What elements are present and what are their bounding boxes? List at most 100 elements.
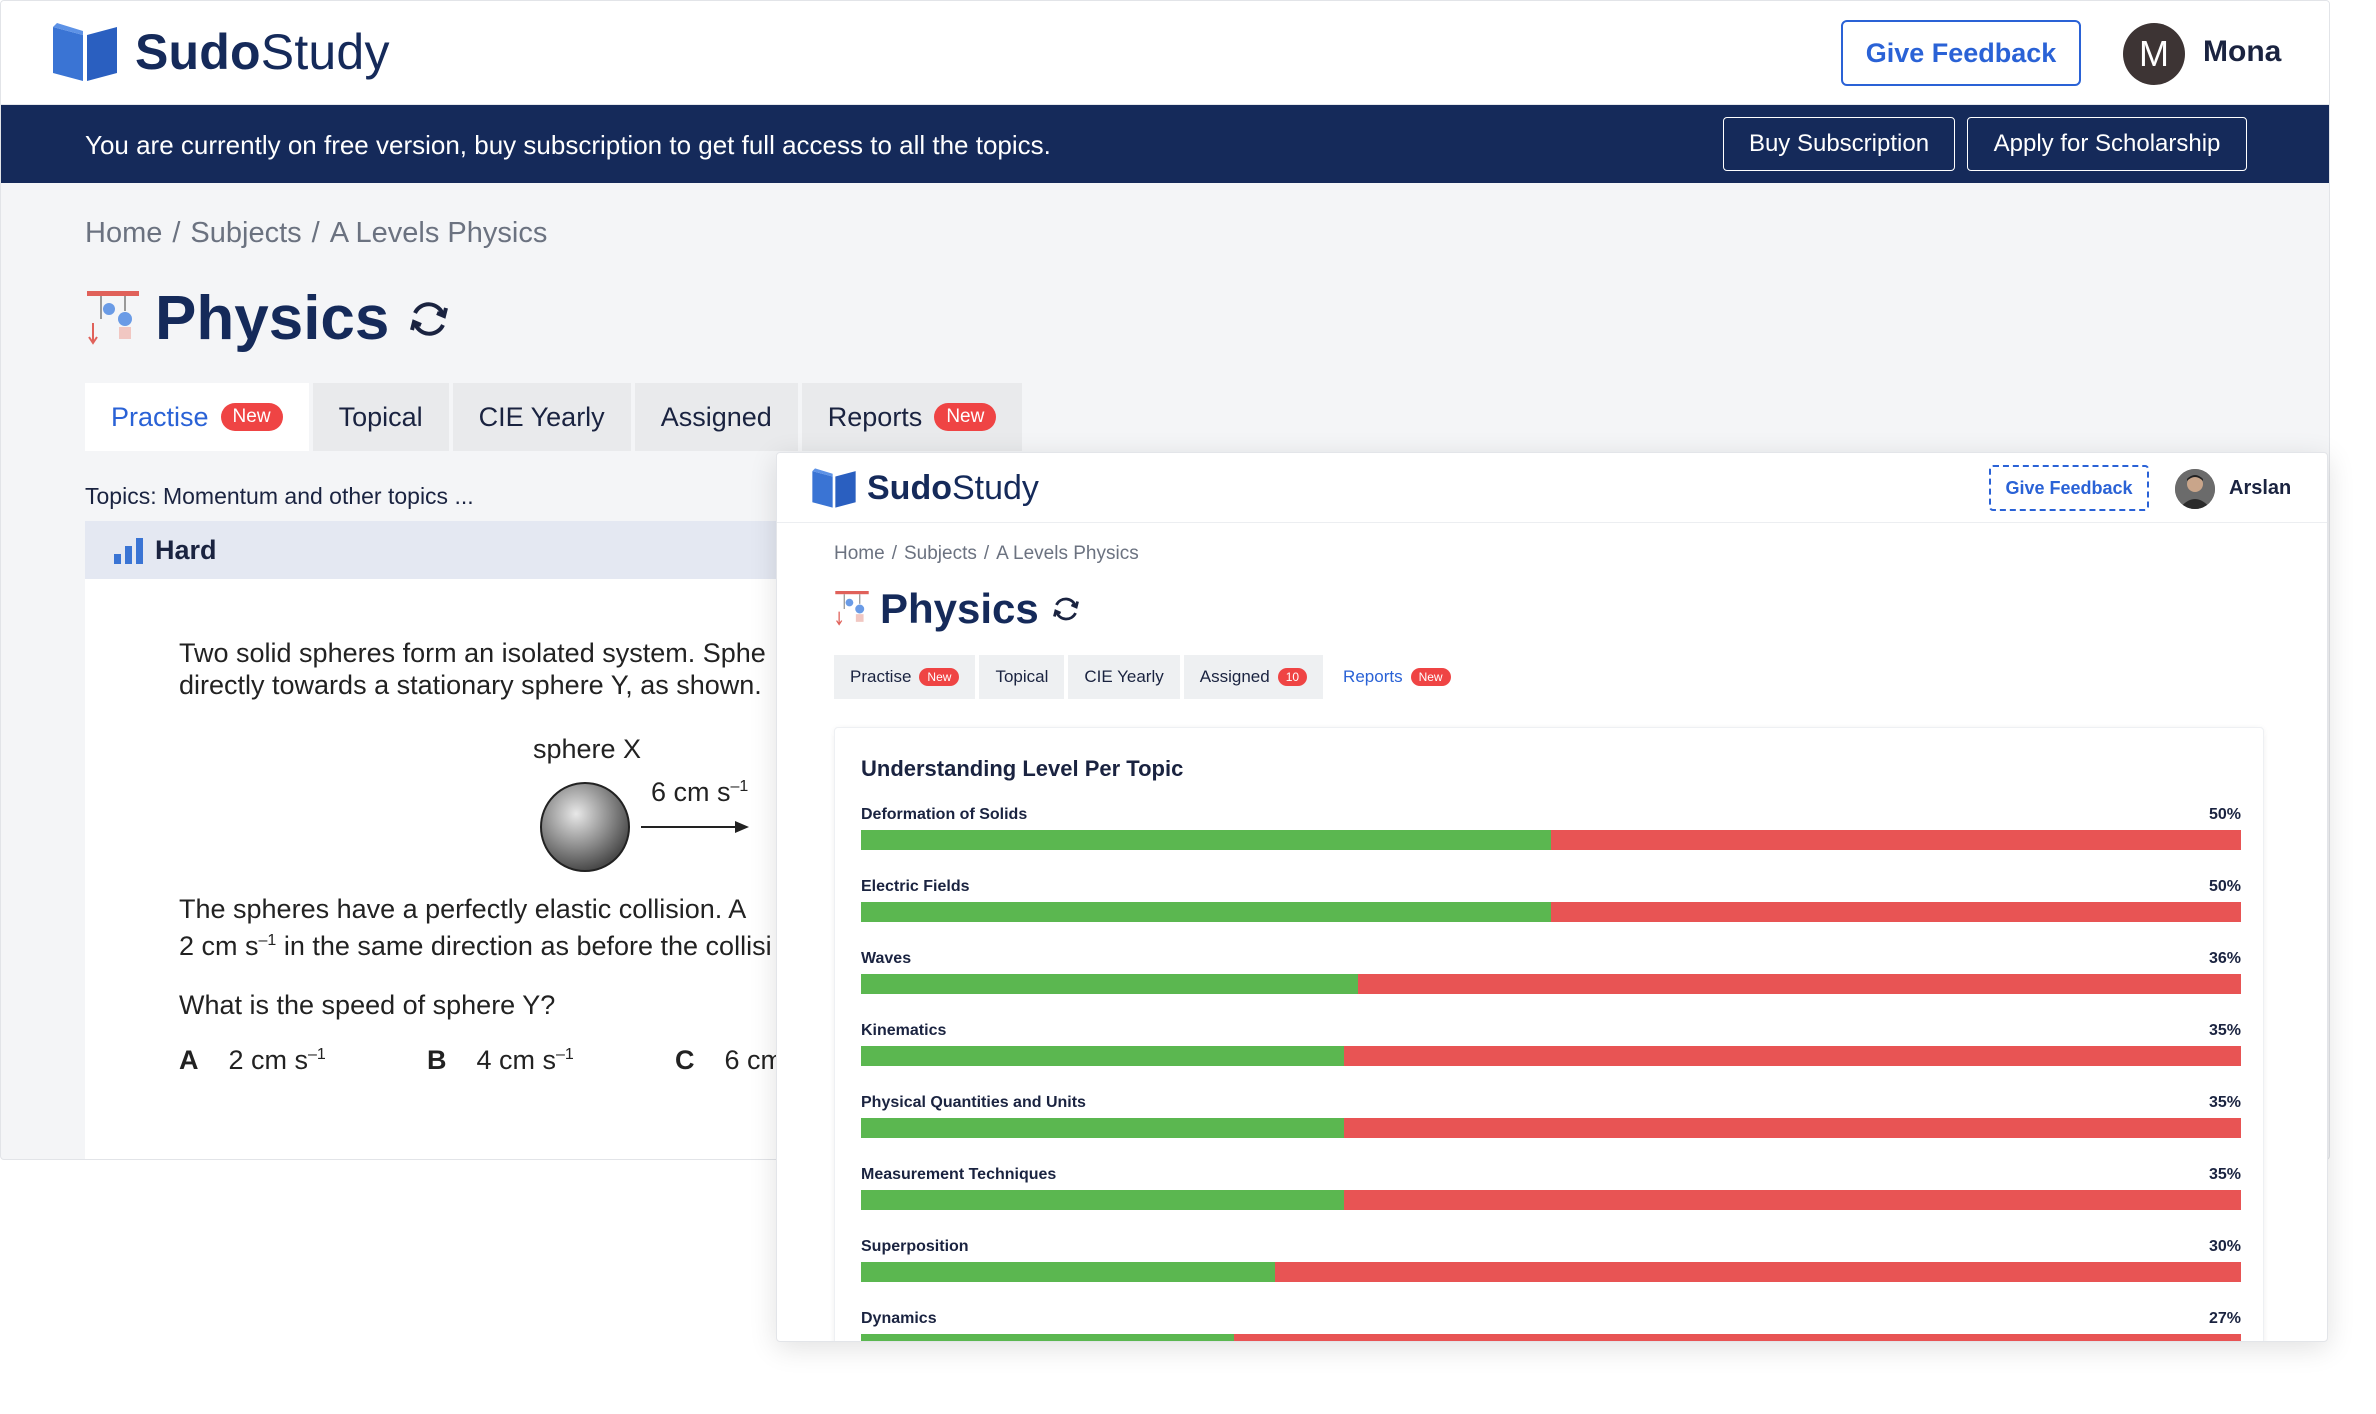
topic-row: Superposition 30% xyxy=(861,1238,2241,1310)
breadcrumb: Home / Subjects / A Levels Physics xyxy=(834,543,1139,564)
breadcrumb-current: A Levels Physics xyxy=(996,543,1139,564)
user-name[interactable]: Arslan xyxy=(2229,477,2292,499)
topic-row: Physical Quantities and Units 35% xyxy=(861,1094,2241,1166)
banner-text: You are currently on free version, buy s… xyxy=(85,130,1051,160)
page-title: Physics xyxy=(85,283,451,354)
topic-name: Dynamics xyxy=(861,1310,937,1327)
progress-bar xyxy=(861,974,2241,994)
physics-pulley-icon xyxy=(87,290,139,345)
apply-scholarship-button[interactable]: Apply for Scholarship xyxy=(1967,117,2247,171)
topic-name: Superposition xyxy=(861,1238,969,1255)
progress-fill xyxy=(861,830,1551,850)
buy-subscription-button[interactable]: Buy Subscription xyxy=(1723,117,1955,171)
title-text: Physics xyxy=(155,284,390,353)
breadcrumb-home[interactable]: Home xyxy=(834,543,885,564)
title-text: Physics xyxy=(880,585,1039,632)
topic-percent: 50% xyxy=(2208,878,2241,895)
physics-pulley-icon xyxy=(835,591,869,626)
question-text: directly towards a stationary sphere Y, … xyxy=(179,670,762,700)
topic-row: Deformation of Solids 50% xyxy=(861,806,2241,878)
breadcrumb-current: A Levels Physics xyxy=(329,217,548,249)
reports-window: SudoStudy Give Feedback Arslan Home / Subj… xyxy=(776,452,2328,1342)
tab-cie-yearly[interactable]: CIE Yearly xyxy=(1068,655,1180,699)
progress-fill xyxy=(861,974,1358,994)
topic-percent: 35% xyxy=(2208,1166,2241,1183)
topics-label: Topics: Momentum and other topics ... xyxy=(85,483,474,509)
topic-percent: 50% xyxy=(2208,806,2241,823)
tab-practise[interactable]: Practise New xyxy=(85,383,309,451)
progress-fill xyxy=(861,1046,1344,1066)
report-card: Understanding Level Per Topic Deformatio… xyxy=(834,727,2264,1341)
progress-bar xyxy=(861,1046,2241,1066)
tab-bar: Practise New Topical CIE Yearly Assigned 1… xyxy=(834,655,1471,699)
question-text: Two solid spheres form an isolated syste… xyxy=(179,638,766,668)
sudostudy-logo[interactable]: SudoStudy xyxy=(51,21,390,83)
topic-percent: 27% xyxy=(2208,1310,2241,1327)
progress-bar xyxy=(861,1190,2241,1210)
progress-bar xyxy=(861,830,2241,850)
topic-percent: 35% xyxy=(2208,1094,2241,1111)
sudostudy-logo[interactable]: SudoStudy xyxy=(811,467,1039,509)
book-logo-icon xyxy=(812,468,856,508)
progress-bar xyxy=(861,1262,2241,1282)
new-badge: New xyxy=(220,403,283,431)
breadcrumb-subjects[interactable]: Subjects xyxy=(903,543,977,564)
tab-cie-yearly[interactable]: CIE Yearly xyxy=(452,383,631,451)
tab-bar: Practise New Topical CIE Yearly Assigned … xyxy=(85,383,1026,451)
new-badge: New xyxy=(919,668,960,686)
tab-reports[interactable]: Reports New xyxy=(1327,655,1467,699)
topic-name: Kinematics xyxy=(861,1022,947,1039)
top-header: SudoStudy Give Feedback Arslan xyxy=(777,453,2327,523)
difficulty-bar: Hard xyxy=(85,521,805,579)
breadcrumb-subjects[interactable]: Subjects xyxy=(190,217,302,249)
topic-row: Electric Fields 50% xyxy=(861,878,2241,950)
topic-row: Kinematics 35% xyxy=(861,1022,2241,1094)
topic-name: Electric Fields xyxy=(861,878,970,895)
refresh-icon[interactable] xyxy=(407,297,451,341)
progress-fill xyxy=(861,1334,1234,1341)
give-feedback-button[interactable]: Give Feedback xyxy=(1841,20,2081,86)
refresh-icon[interactable] xyxy=(1051,594,1081,624)
progress-bar xyxy=(861,902,2241,922)
progress-fill xyxy=(861,902,1551,922)
topic-name: Measurement Techniques xyxy=(861,1166,1057,1183)
tab-assigned[interactable]: Assigned 10 xyxy=(1183,655,1324,699)
report-title: Understanding Level Per Topic xyxy=(861,756,1184,781)
progress-bar xyxy=(861,1118,2241,1138)
breadcrumb: Home / Subjects / A Levels Physics xyxy=(85,217,548,249)
tab-assigned[interactable]: Assigned xyxy=(634,383,798,451)
topic-percent: 30% xyxy=(2208,1238,2241,1255)
give-feedback-button[interactable]: Give Feedback xyxy=(1989,465,2149,511)
topic-name: Deformation of Solids xyxy=(861,806,1028,823)
topic-row: Dynamics 27% xyxy=(861,1310,2241,1341)
subscription-banner: You are currently on free version, buy s… xyxy=(1,105,2329,183)
speed-label: 6 cm s–1 xyxy=(651,777,749,807)
tab-topical[interactable]: Topical xyxy=(979,655,1065,699)
topic-percent: 36% xyxy=(2208,950,2241,967)
book-logo-icon xyxy=(53,23,117,81)
tab-practise[interactable]: Practise New xyxy=(834,655,976,699)
top-header: SudoStudy Give Feedback M Mona xyxy=(1,1,2329,105)
sphere-label: sphere X xyxy=(533,734,642,764)
topic-row: Waves 36% xyxy=(861,950,2241,1022)
difficulty-label: Hard xyxy=(155,534,217,565)
topic-percent: 35% xyxy=(2208,1022,2241,1039)
user-name[interactable]: Mona xyxy=(2203,35,2282,68)
avatar[interactable] xyxy=(2175,469,2215,509)
topic-list: Deformation of Solids 50% Electric Fields 5… xyxy=(861,806,2241,1341)
progress-fill xyxy=(861,1262,1275,1282)
breadcrumb-home[interactable]: Home xyxy=(85,217,163,249)
progress-fill xyxy=(861,1118,1344,1138)
tab-topical[interactable]: Topical xyxy=(312,383,449,451)
progress-fill xyxy=(861,1190,1344,1210)
avatar[interactable]: M xyxy=(2123,23,2185,85)
question-text: The spheres have a perfectly elastic col… xyxy=(179,894,747,924)
sphere-diagram xyxy=(540,782,749,872)
question-text: 2 cm s–1 in the same direction as before… xyxy=(179,931,772,961)
tab-reports[interactable]: Reports New xyxy=(801,383,1023,451)
progress-bar xyxy=(861,1334,2241,1341)
new-badge: New xyxy=(1410,668,1451,686)
